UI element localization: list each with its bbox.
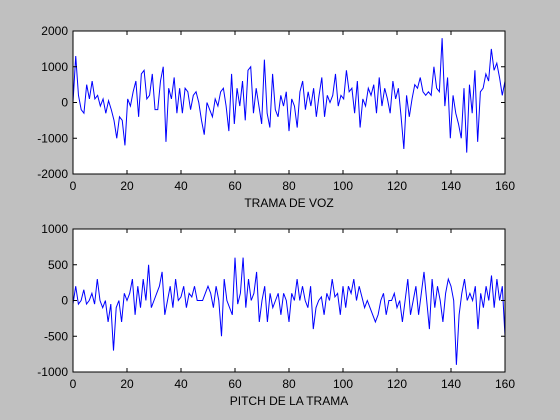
bottom-xtick-label-5: 100: [333, 377, 353, 391]
bottom-x-axis-label: PITCH DE LA TRAMA: [230, 394, 348, 408]
bottom-ytick-label-3: 500: [48, 258, 68, 272]
top-xtick-label-6: 120: [387, 179, 407, 193]
bottom-axes: 0 20 40 60 80 100 120 140 160 -1000 -500 0 500 1000 P…: [37, 222, 515, 408]
top-signal-line: [72, 38, 506, 153]
top-xtick-label-1: 20: [120, 179, 134, 193]
top-xtick-label-7: 140: [441, 179, 461, 193]
bottom-xtick-label-2: 40: [174, 377, 188, 391]
top-axes: 0 20 40 60 80 100 120 140 160 -2000 -1000 0 1000 2000…: [37, 24, 515, 210]
top-xtick-label-3: 60: [228, 179, 242, 193]
top-xtick-label-4: 80: [282, 179, 296, 193]
bottom-xtick-label-1: 20: [120, 377, 134, 391]
bottom-ytick-label-2: 0: [61, 294, 68, 308]
bottom-xtick-label-8: 160: [495, 377, 515, 391]
bottom-axes-background: [73, 229, 505, 372]
bottom-xtick-label-6: 120: [387, 377, 407, 391]
bottom-xtick-label-4: 80: [282, 377, 296, 391]
bottom-xtick-label-7: 140: [441, 377, 461, 391]
top-ytick-label-2: 0: [61, 96, 68, 110]
bottom-signal-line: [72, 257, 506, 365]
top-xtick-label-5: 100: [333, 179, 353, 193]
bottom-axis-ticks: 0 20 40 60 80 100 120 140 160 -1000 -500 0 500 1000: [37, 222, 515, 391]
top-axis-ticks: 0 20 40 60 80 100 120 140 160 -2000 -1000 0 1000 2000: [37, 24, 515, 193]
top-xtick-label-2: 40: [174, 179, 188, 193]
bottom-ytick-label-0: -1000: [37, 365, 68, 379]
bottom-xtick-label-0: 0: [70, 377, 77, 391]
top-ytick-label-4: 2000: [41, 24, 68, 38]
bottom-ytick-label-1: -500: [44, 329, 68, 343]
top-xtick-label-8: 160: [495, 179, 515, 193]
top-ytick-label-1: -1000: [37, 131, 68, 145]
top-ytick-label-0: -2000: [37, 167, 68, 181]
top-xtick-label-0: 0: [70, 179, 77, 193]
top-x-axis-label: TRAMA DE VOZ: [244, 196, 333, 210]
bottom-ytick-label-4: 1000: [41, 222, 68, 236]
top-axes-background: [73, 31, 505, 174]
bottom-xtick-label-3: 60: [228, 377, 242, 391]
top-ytick-label-3: 1000: [41, 60, 68, 74]
